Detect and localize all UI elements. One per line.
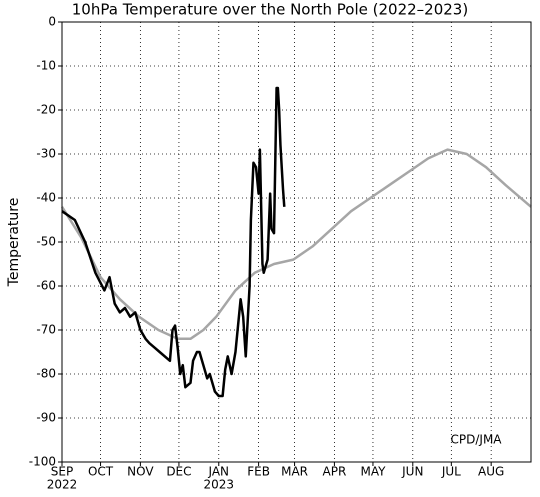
x-tick-label: JUL <box>441 465 461 479</box>
y-axis-label: Temperature <box>6 198 22 288</box>
x-tick-label: MAR <box>281 465 308 479</box>
y-tick-label: -50 <box>36 235 56 249</box>
year-label: 2023 <box>203 478 234 492</box>
x-tick-label: JUN <box>401 465 423 479</box>
x-tick-label: SEP <box>51 465 73 479</box>
y-tick-label: -30 <box>36 147 56 161</box>
y-tick-label: -100 <box>29 455 56 469</box>
year-label: 2022 <box>47 478 78 492</box>
x-tick-label: OCT <box>88 465 114 479</box>
chart-title: 10hPa Temperature over the North Pole (2… <box>72 1 468 19</box>
y-tick-label: -60 <box>36 279 56 293</box>
y-tick-label: -20 <box>36 103 56 117</box>
y-tick-label: -40 <box>36 191 56 205</box>
x-tick-label: APR <box>323 465 347 479</box>
x-tick-label: NOV <box>127 465 154 479</box>
plot-frame <box>61 21 532 463</box>
y-tick-label: -70 <box>36 323 56 337</box>
y-tick-label: 0 <box>48 15 56 29</box>
x-tick-label: MAY <box>360 465 386 479</box>
x-tick-label: AUG <box>478 465 504 479</box>
x-tick-label: FEB <box>247 465 270 479</box>
y-tick-label: -10 <box>36 59 56 73</box>
x-tick-label: DEC <box>166 465 191 479</box>
y-tick-label: -80 <box>36 367 56 381</box>
y-tick-label: -90 <box>36 411 56 425</box>
series-line <box>60 148 532 341</box>
series-line <box>61 86 286 398</box>
annotation: CPD/JMA <box>451 433 503 447</box>
x-tick-label: JAN <box>208 465 230 479</box>
